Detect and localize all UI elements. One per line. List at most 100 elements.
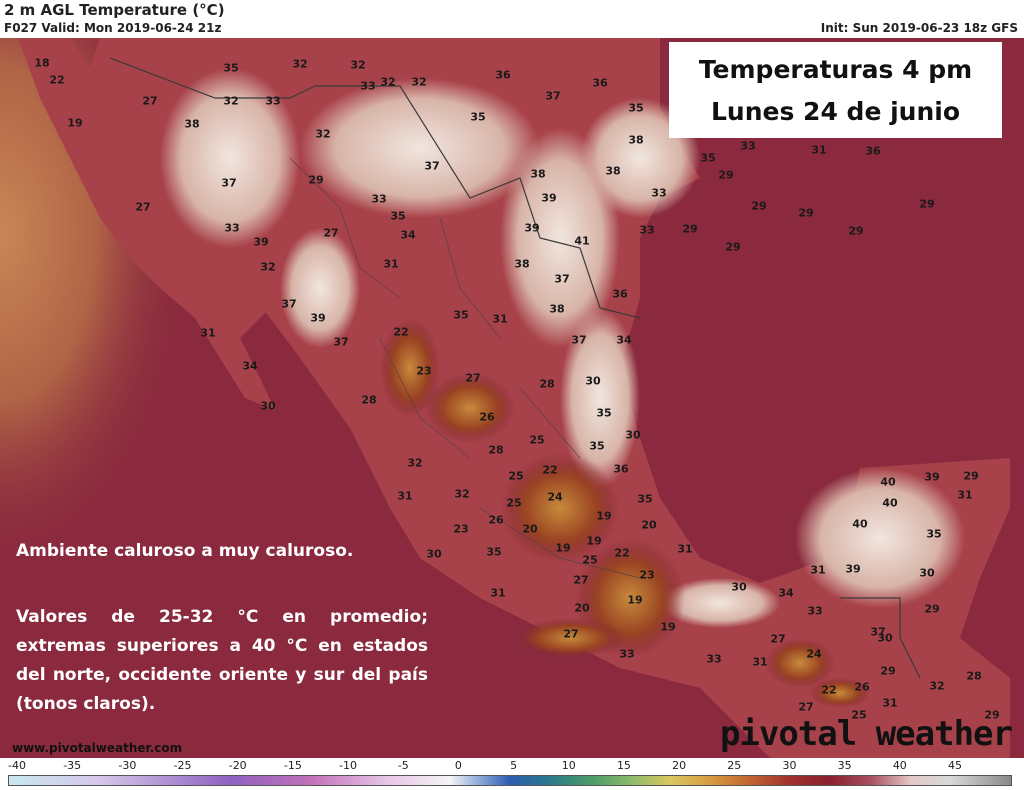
temperature-value: 30	[585, 374, 601, 388]
temperature-value: 25	[508, 469, 524, 483]
temperature-value: 32	[315, 127, 331, 141]
temperature-value: 32	[223, 94, 239, 108]
temperature-value: 23	[416, 364, 432, 378]
scale-tick-label: -10	[339, 759, 358, 772]
temperature-value: 24	[547, 490, 563, 504]
temperature-value: 37	[221, 176, 237, 190]
hot-region	[300, 78, 540, 218]
temperature-value: 20	[574, 601, 590, 615]
scale-tick-label: 25	[727, 759, 742, 772]
temperature-value: 29	[308, 173, 324, 187]
temperature-value: 38	[184, 117, 200, 131]
temperature-value: 32	[407, 456, 423, 470]
cool-highland	[380, 318, 440, 418]
temperature-value: 32	[350, 58, 366, 72]
temperature-value: 29	[919, 197, 935, 211]
temperature-value: 31	[397, 489, 413, 503]
temperature-value: 23	[453, 522, 469, 536]
land-mass	[80, 38, 1010, 758]
hot-region	[280, 228, 360, 348]
temperature-value: 37	[424, 159, 440, 173]
temperature-value: 22	[614, 546, 630, 560]
temperature-value: 29	[718, 168, 734, 182]
temperature-value: 30	[260, 399, 276, 413]
scale-tick-label: 0	[454, 759, 462, 772]
scale-tick-label: -40	[8, 759, 26, 772]
hot-region	[160, 68, 300, 248]
cool-highland	[515, 618, 625, 658]
temperature-value: 26	[488, 513, 504, 527]
temperature-value: 32	[454, 487, 470, 501]
temperature-value: 35	[596, 406, 612, 420]
temperature-value: 36	[612, 287, 628, 301]
scale-tick-label: 15	[616, 759, 631, 772]
temperature-value: 32	[292, 57, 308, 71]
temperature-value: 35	[453, 308, 469, 322]
temperature-value: 36	[613, 462, 629, 476]
temperature-value: 31	[957, 488, 973, 502]
temperature-value: 19	[596, 509, 612, 523]
baja-peninsula	[18, 38, 275, 410]
temperature-value: 27	[142, 94, 158, 108]
temperature-value: 39	[541, 191, 557, 205]
temperature-value: 29	[725, 240, 741, 254]
map-canvas	[0, 38, 1024, 758]
cool-highland	[810, 678, 870, 708]
temperature-value: 27	[563, 627, 579, 641]
temperature-value: 33	[639, 223, 655, 237]
temperature-value: 39	[845, 562, 861, 576]
temperature-value: 31	[383, 257, 399, 271]
temperature-value: 38	[514, 257, 530, 271]
temperature-value: 19	[660, 620, 676, 634]
temperature-value: 27	[135, 200, 151, 214]
temperature-value: 25	[851, 708, 867, 722]
temperature-value: 25	[506, 496, 522, 510]
temperature-value: 31	[200, 326, 216, 340]
temperature-value: 33	[740, 139, 756, 153]
brand-logo: pivotal weather	[719, 714, 1013, 754]
temperature-value: 35	[470, 110, 486, 124]
temperature-value: 29	[798, 206, 814, 220]
temperature-value: 28	[966, 669, 982, 683]
temperature-value: 32	[380, 75, 396, 89]
temperature-value: 22	[542, 463, 558, 477]
color-scale: -40 -35 -30 -25 -20 -15 -10 -5 0 5 10 15 20 25 30 35 40 4…	[0, 758, 1024, 790]
headline-line1: Temperaturas 4 pm	[698, 55, 973, 84]
temperature-value: 22	[49, 73, 65, 87]
website-link[interactable]: www.pivotalweather.com	[12, 741, 183, 755]
temperature-value: 37	[281, 297, 297, 311]
temperature-value: 22	[393, 325, 409, 339]
temperature-map[interactable]: 18 22 19 27 38 35 32 32 32 33 32 32 33 35 36 37 36 35 38 32…	[0, 38, 1024, 758]
temperature-value: 33	[224, 221, 240, 235]
temperature-value: 38	[605, 164, 621, 178]
scale-tick-label: -25	[173, 759, 192, 772]
headline-box: Temperaturas 4 pm Lunes 24 de junio	[669, 42, 1002, 138]
temperature-value: 30	[877, 631, 893, 645]
temperature-value: 33	[807, 604, 823, 618]
temperature-value: 19	[586, 534, 602, 548]
temperature-value: 25	[582, 553, 598, 567]
temperature-value: 29	[751, 199, 767, 213]
cool-highland	[425, 373, 515, 443]
temperature-value: 29	[848, 224, 864, 238]
temperature-value: 37	[554, 272, 570, 286]
temperature-value: 39	[924, 470, 940, 484]
scale-tick-label: 40	[892, 759, 907, 772]
cool-highland	[765, 638, 835, 688]
temperature-value: 31	[677, 542, 693, 556]
temperature-value: 34	[242, 359, 258, 373]
scale-tick-label: -35	[63, 759, 82, 772]
temperature-value: 27	[770, 632, 786, 646]
temperature-value: 34	[616, 333, 632, 347]
temperature-value: 35	[486, 545, 502, 559]
hot-region	[660, 578, 780, 628]
temperature-value: 36	[592, 76, 608, 90]
temperature-value: 40	[852, 517, 868, 531]
temperature-value: 32	[929, 679, 945, 693]
valid-time: F027 Valid: Mon 2019-06-24 21z	[4, 21, 222, 35]
border-line	[840, 597, 921, 679]
temperature-value: 31	[810, 563, 826, 577]
temperature-value: 39	[253, 235, 269, 249]
header-bar: 2 m AGL Temperature (°C) F027 Valid: Mon…	[0, 0, 1024, 38]
temperature-value: 40	[880, 475, 896, 489]
